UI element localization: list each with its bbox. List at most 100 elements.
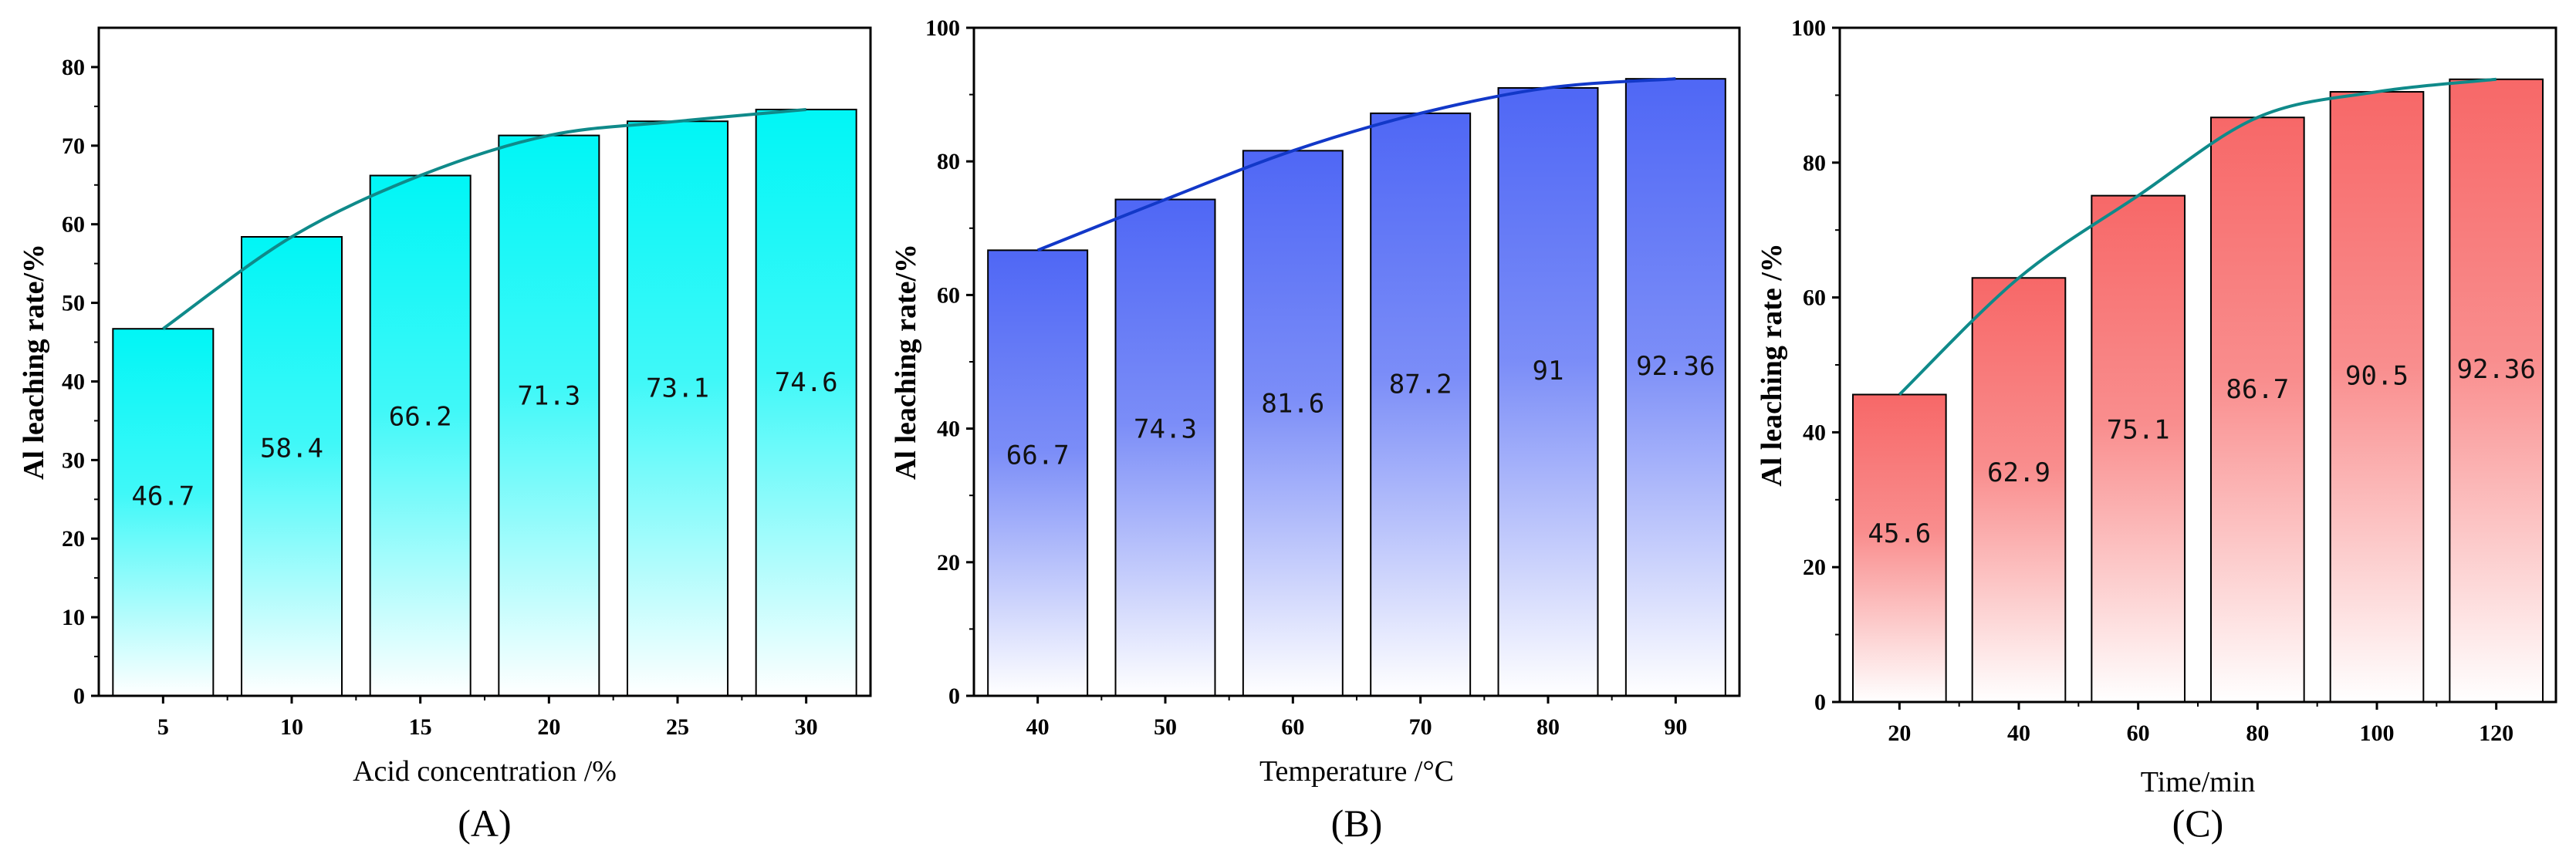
bar-a-5 [112,328,215,697]
y-tick-label-b-0: 0 [948,683,960,709]
y-axis-title-c: Al leaching rate /% [1756,243,1788,487]
x-ticks-a: 5 10 15 20 25 30 [157,696,818,740]
x-tick-label-c-120: 120 [2479,721,2513,746]
data-label-a-10: 58.4 [260,434,323,464]
x-tick-label-a-20: 20 [537,714,560,740]
bar-b-70 [1370,112,1472,697]
data-label-c-20: 45.6 [1868,518,1931,549]
x-tick-label-c-80: 80 [2246,721,2269,746]
bars-c [1852,78,2544,704]
data-label-c-120: 92.36 [2456,354,2535,385]
y-tick-label-a-50: 50 [62,291,85,316]
panel-label-a: (A) [458,802,511,845]
plot-frame-c [1838,26,2557,704]
x-tick-label-a-15: 15 [409,714,432,740]
y-tick-label-a-40: 40 [62,369,85,394]
y-tick-label-c-80: 80 [1803,150,1826,176]
trend-line-a [162,107,806,330]
x-tick-label-c-100: 100 [2360,721,2395,746]
plot-frame-a [97,26,872,697]
chart-panel-a: 46.7 58.4 66.2 71.3 73.1 74.6 0 10 20 30 40 50 60 70… [18,26,872,845]
bars-b [987,78,1726,697]
x-axis-title-b: Temperature /°C [1259,755,1454,788]
x-tick-label-a-30: 30 [795,714,818,740]
x-tick-label-b-40: 40 [1026,714,1050,740]
value-labels-b: 66.7 74.3 81.6 87.2 91 92.36 [1006,351,1716,471]
x-tick-label-c-40: 40 [2007,721,2030,746]
x-ticks-b: 40 50 60 70 80 90 [1026,696,1687,740]
y-ticks-b: 0 20 40 60 80 100 [925,15,974,709]
y-tick-label-c-40: 40 [1803,420,1826,445]
chart-panel-b: 66.7 74.3 81.6 87.2 91 92.36 0 20 40 60 80 100 40 5… [890,15,1741,845]
bar-b-50 [1114,198,1216,697]
y-tick-label-a-20: 20 [62,526,85,552]
bar-a-10 [241,236,343,697]
y-tick-label-a-80: 80 [62,55,85,80]
bar-c-80 [2210,116,2305,703]
bar-a-25 [627,120,729,697]
y-tick-label-b-60: 60 [937,282,960,308]
data-label-a-20: 71.3 [517,380,580,411]
x-tick-label-b-80: 80 [1536,714,1560,740]
y-ticks-a: 0 10 20 30 40 50 60 70 80 [62,55,99,709]
x-tick-label-b-70: 70 [1409,714,1432,740]
y-tick-label-b-20: 20 [937,550,960,575]
bars-a [112,108,857,697]
data-label-b-70: 87.2 [1389,369,1452,400]
data-label-c-40: 62.9 [1987,457,2050,488]
x-tick-label-b-50: 50 [1154,714,1177,740]
bar-c-120 [2449,78,2544,703]
x-tick-label-a-25: 25 [666,714,689,740]
y-tick-label-b-100: 100 [925,15,960,41]
data-label-a-5: 46.7 [131,481,194,512]
data-label-a-15: 66.2 [389,401,452,432]
y-ticks-c: 0 20 40 60 80 100 [1791,15,1840,715]
trend-line-c [1898,77,2497,396]
data-label-c-80: 86.7 [2226,374,2289,405]
x-tick-label-c-60: 60 [2127,721,2150,746]
bar-c-60 [2091,194,2186,704]
x-tick-label-b-90: 90 [1664,714,1687,740]
bar-c-20 [1852,393,1947,703]
y-tick-label-a-60: 60 [62,212,85,238]
panel-label-b: (B) [1331,802,1383,845]
data-label-b-80: 91 [1533,356,1564,386]
bar-a-20 [498,134,600,697]
x-axis-title-c: Time/min [2141,766,2256,798]
bar-b-60 [1242,150,1344,697]
y-tick-label-a-70: 70 [62,133,85,159]
x-tick-label-c-20: 20 [1888,721,1911,746]
bar-a-30 [755,108,857,697]
data-label-c-100: 90.5 [2345,361,2409,392]
y-tick-label-a-30: 30 [62,447,85,473]
y-tick-label-c-60: 60 [1803,285,1826,311]
data-label-a-25: 73.1 [646,373,709,404]
chart-panel-c: 45.6 62.9 75.1 86.7 90.5 92.36 0 20 40 60 80 100 2… [1756,15,2557,845]
data-label-b-90: 92.36 [1636,351,1715,382]
data-label-c-60: 75.1 [2107,415,2170,446]
x-tick-label-a-10: 10 [280,714,303,740]
y-tick-label-b-80: 80 [937,149,960,174]
bar-b-40 [987,249,1089,697]
panel-label-c: (C) [2172,802,2224,845]
bar-c-40 [1971,277,2067,703]
bar-a-15 [369,174,472,697]
y-tick-label-c-20: 20 [1803,555,1826,580]
data-label-a-30: 74.6 [775,367,838,398]
value-labels-c: 45.6 62.9 75.1 86.7 90.5 92.36 [1868,354,2535,549]
x-tick-label-b-60: 60 [1281,714,1304,740]
bar-c-100 [2329,91,2425,703]
y-tick-label-a-10: 10 [62,605,85,630]
value-labels-a: 46.7 58.4 66.2 71.3 73.1 74.6 [131,367,837,512]
data-label-b-60: 81.6 [1261,389,1324,420]
bar-b-90 [1624,78,1726,697]
x-tick-label-a-5: 5 [157,714,169,740]
x-axis-title-a: Acid concentration /% [353,755,617,788]
y-tick-label-a-0: 0 [73,683,85,709]
x-ticks-c: 20 40 60 80 100 120 [1888,702,2513,746]
y-tick-label-c-100: 100 [1791,15,1826,41]
data-label-b-50: 74.3 [1134,413,1197,444]
y-tick-label-c-0: 0 [1814,690,1826,715]
plot-frame-b [972,26,1741,697]
